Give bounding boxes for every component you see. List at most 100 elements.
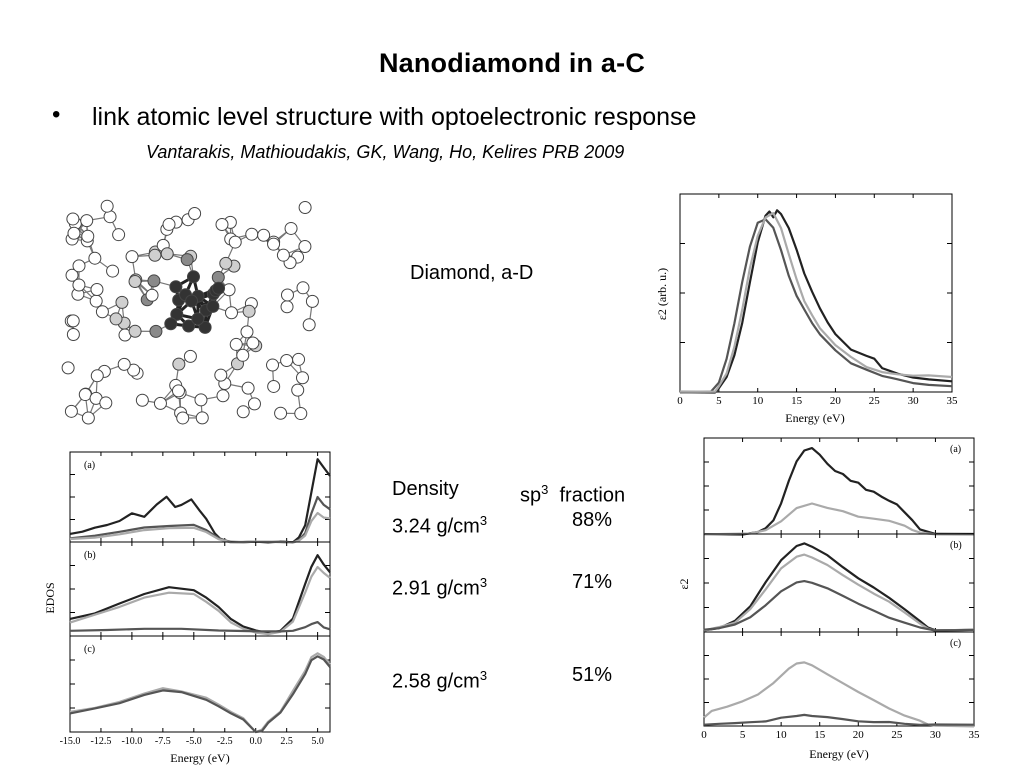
x-tick-label: -15.0 — [60, 736, 81, 747]
diamond-label: Diamond, a-D — [410, 262, 534, 284]
atom — [219, 256, 233, 270]
atom — [65, 268, 79, 282]
header-sp3: sp3 fraction — [520, 482, 626, 507]
x-tick-label: 25 — [869, 395, 881, 407]
atom — [212, 281, 226, 295]
atom — [90, 283, 104, 297]
atom — [147, 274, 161, 288]
x-tick-label: 15 — [814, 729, 826, 741]
atom — [246, 336, 260, 350]
eps2-diamond-chart: 0 5 10 15 20 25 30 35 Energy (eV) ε2 (arb. u.) — [655, 193, 959, 425]
x-tick-label: 25 — [891, 729, 903, 741]
x-tick-label: -10.0 — [121, 736, 142, 747]
row-density: 3.24 g/cm3 — [392, 513, 488, 538]
x-tick-label: -7.5 — [155, 736, 171, 747]
series-line — [69, 621, 331, 633]
atom — [284, 221, 298, 235]
x-tick-label: 5.0 — [311, 736, 324, 747]
atom — [66, 327, 80, 341]
x-tick-label: 30 — [930, 729, 942, 741]
atom — [280, 300, 294, 314]
x-tick-label: 0 — [701, 729, 707, 741]
series-line — [69, 655, 331, 734]
atom — [160, 247, 174, 261]
x-axis-label: Energy (eV) — [809, 747, 868, 761]
series-line — [703, 580, 975, 632]
atom — [236, 348, 250, 362]
x-tick-label: 10 — [776, 729, 788, 741]
atom — [64, 404, 78, 418]
citation: Vantarakis, Mathioudakis, GK, Wang, Ho, … — [146, 142, 625, 162]
plot-frame — [679, 193, 953, 393]
atom — [115, 295, 129, 309]
edos-chart: (a) (b) (c) -15.0 -12.5 -10.0 -7.5 -5.0 -2.5 0.0 2… — [43, 451, 331, 765]
atom — [117, 357, 131, 371]
x-tick-label: 15 — [791, 395, 803, 407]
atom — [100, 199, 114, 213]
row-density: 2.91 g/cm3 — [392, 575, 488, 600]
series-line — [69, 458, 331, 544]
atom — [125, 250, 139, 264]
nanodiamond-structure-image — [61, 199, 319, 425]
atom — [216, 389, 230, 403]
series-line — [703, 447, 975, 536]
atom — [149, 324, 163, 338]
panel-label: (b) — [950, 540, 962, 551]
atom — [186, 270, 200, 284]
series-line — [679, 209, 953, 394]
atom — [72, 278, 86, 292]
x-tick-label: 20 — [853, 729, 865, 741]
row-fraction: 71% — [572, 571, 613, 593]
x-tick-label: -5.0 — [186, 736, 202, 747]
atom — [247, 397, 261, 411]
atom — [162, 217, 176, 231]
atom — [241, 381, 255, 395]
atom — [274, 406, 288, 420]
atom — [66, 212, 80, 226]
x-tick-label: 35 — [947, 395, 959, 407]
atom — [164, 317, 178, 331]
atom — [89, 294, 103, 308]
slide-title: Nanodiamond in a-C — [378, 48, 646, 78]
x-tick-label: -2.5 — [217, 736, 233, 747]
panel-label: (c) — [950, 638, 961, 649]
atom — [206, 299, 220, 313]
series-line — [703, 661, 975, 728]
bullet-marker: • — [52, 101, 61, 128]
atom — [185, 294, 199, 308]
atom — [298, 239, 312, 253]
series-line — [703, 713, 975, 726]
atom — [95, 305, 109, 319]
atom — [128, 324, 142, 338]
atom — [153, 396, 167, 410]
atom — [169, 280, 183, 294]
atom — [99, 396, 113, 410]
atom — [305, 294, 319, 308]
atom — [183, 349, 197, 363]
panel-label: (a) — [84, 460, 95, 471]
atom — [266, 358, 280, 372]
atom — [267, 237, 281, 251]
atom — [66, 314, 80, 328]
row-fraction: 51% — [572, 664, 613, 686]
atom — [171, 384, 185, 398]
x-axis-label: Energy (eV) — [170, 751, 229, 765]
panel-label: (b) — [84, 550, 96, 561]
x-tick-label: 2.5 — [280, 736, 293, 747]
atom — [72, 259, 86, 273]
x-tick-label: -12.5 — [91, 736, 112, 747]
atom — [182, 319, 196, 333]
x-tick-label: 10 — [752, 395, 764, 407]
bullet-text: link atomic level structure with optoele… — [92, 103, 697, 131]
atom — [112, 228, 126, 242]
atom — [294, 407, 308, 421]
atom — [245, 227, 259, 241]
x-tick-label: 5 — [740, 729, 746, 741]
atom — [257, 228, 271, 242]
atom — [194, 393, 208, 407]
header-density: Density — [392, 478, 459, 500]
atom — [195, 411, 209, 425]
atom — [292, 352, 306, 366]
atom — [188, 207, 202, 221]
atom — [170, 307, 184, 321]
